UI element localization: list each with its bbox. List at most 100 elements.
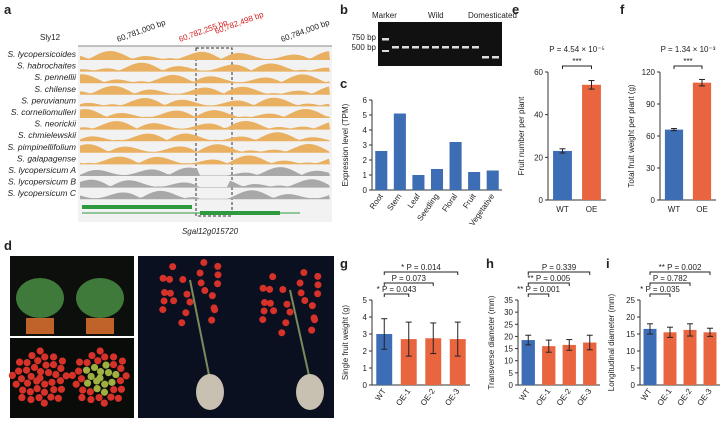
fruit: [83, 358, 91, 367]
fruit: [166, 289, 174, 297]
p-value-line: ** P = 0.005: [527, 274, 570, 283]
bar: [412, 175, 425, 190]
fruit: [300, 269, 308, 277]
fruit: [27, 372, 35, 381]
fruit: [261, 299, 269, 307]
y-axis-label: Longitudinal diameter (mm): [607, 293, 616, 391]
fruit: [14, 367, 23, 375]
fruit: [27, 395, 35, 404]
fruit: [266, 299, 274, 307]
fruit: [182, 309, 190, 317]
fruit: [266, 285, 274, 293]
panel-label: d: [4, 238, 12, 253]
x-tick-label: WT: [373, 387, 388, 402]
fruit: [166, 275, 174, 283]
species-label: S. chmielewskii: [18, 130, 77, 140]
fruit: [56, 377, 65, 385]
panel-label: a: [4, 2, 12, 17]
p-value-line: * P = 0.014: [401, 263, 441, 272]
bar: [400, 339, 417, 385]
fruit: [18, 393, 26, 402]
p-value-line: ** P = 0.002: [659, 263, 702, 272]
fruit: [88, 351, 96, 360]
fruit: [208, 292, 216, 300]
fruit: [96, 368, 105, 376]
fruit: [19, 386, 27, 394]
fruit: [101, 353, 109, 361]
y-axis-label: Transverse diameter (mm): [487, 295, 496, 389]
bar: [703, 332, 717, 385]
fruit: [83, 379, 92, 387]
bar: [664, 129, 684, 200]
fruit: [160, 297, 168, 305]
fruit: [52, 370, 60, 379]
significance-bracket: [527, 282, 570, 286]
root: [296, 374, 324, 410]
fruit: [170, 297, 178, 305]
panel-label: e: [512, 2, 519, 17]
fruit: [112, 370, 120, 379]
fruit: [42, 361, 50, 369]
coverage-track: [80, 179, 330, 188]
y-tick-label: 40: [534, 111, 543, 120]
x-tick-label: OE-3: [575, 387, 593, 408]
fruit: [214, 271, 222, 279]
fruit: [17, 375, 26, 383]
fruit: [35, 393, 43, 402]
x-tick-label: OE: [696, 205, 708, 214]
fruit: [50, 386, 58, 394]
fruit: [82, 366, 91, 374]
gel: [378, 22, 502, 66]
x-tick-label: OE-1: [534, 387, 552, 408]
x-tick-label: OE-2: [419, 387, 437, 408]
y-tick-label: 1: [363, 364, 368, 373]
y-tick-label: 0: [363, 186, 368, 195]
lane-label: Wild: [428, 11, 444, 20]
fruit: [96, 347, 104, 355]
fruit: [286, 308, 294, 316]
gel-band: [382, 50, 389, 52]
gel-band: [492, 56, 499, 59]
fruit: [8, 371, 16, 380]
fruit: [116, 377, 125, 385]
coverage-track: [80, 190, 330, 200]
gene-model: [82, 205, 192, 209]
fruit: [296, 279, 304, 287]
y-axis-label: Expression level (TPM): [341, 103, 350, 186]
fruit: [54, 394, 62, 402]
fruit: [57, 385, 66, 393]
coverage-track: [80, 167, 330, 176]
y-tick-label: 25: [626, 296, 635, 305]
fruit: [48, 378, 56, 386]
bar: [542, 346, 556, 385]
p-value: P = 1.34 × 10⁻³: [661, 45, 716, 54]
y-tick-label: 4: [363, 126, 368, 135]
fruit: [30, 363, 39, 372]
gel-bands: [382, 38, 499, 59]
y-tick-label: 90: [646, 100, 655, 109]
significance-bracket: [562, 65, 592, 69]
panel-label: c: [340, 76, 347, 91]
y-tick-label: 5: [363, 111, 368, 120]
y-axis-label: Single fruit weight (g): [341, 305, 350, 380]
fruit: [169, 263, 177, 271]
fruit: [86, 388, 94, 396]
p-value: P = 0.073: [392, 274, 427, 283]
significance-bracket: [527, 293, 550, 297]
fruit: [57, 364, 65, 372]
fruit: [104, 369, 113, 377]
p-value-line: P = 0.073: [392, 274, 427, 283]
y-tick-label: 5: [509, 369, 514, 378]
fruit: [49, 353, 58, 361]
gel-band: [472, 46, 479, 49]
pot: [86, 318, 114, 334]
coverage-track: [80, 62, 330, 72]
fruit: [270, 307, 278, 315]
fruit: [23, 358, 31, 367]
root: [196, 374, 224, 410]
p-value-line: * P = 0.043: [377, 285, 417, 294]
bar: [562, 344, 576, 385]
y-tick-label: 2: [363, 156, 368, 165]
chromosome: Sly12: [40, 33, 61, 42]
